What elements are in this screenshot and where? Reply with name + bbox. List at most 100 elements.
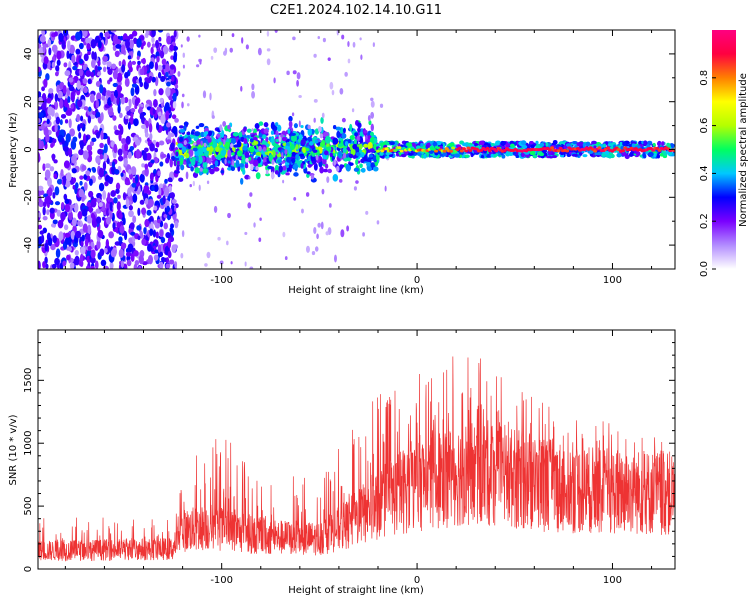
spectrogram-cell: [119, 112, 123, 118]
spectrogram-cell: [97, 148, 104, 155]
spectrogram-cell: [320, 141, 325, 148]
spectrogram-cell: [110, 30, 117, 33]
spectrogram-cell: [509, 143, 515, 148]
spectrogram-cell: [267, 165, 273, 170]
spectrogram-cell: [295, 153, 299, 160]
spectrogram-cell: [205, 156, 210, 164]
spectrogram-cell: [332, 174, 339, 182]
spectrogram-cell: [173, 30, 177, 38]
spectrogram-cell: [321, 188, 325, 195]
spectrogram-cell: [131, 182, 137, 188]
spectrogram-cell: [43, 78, 48, 88]
spectrogram-cell: [95, 155, 101, 164]
spectrogram-cell: [244, 261, 247, 267]
spectrogram-cell: [119, 125, 124, 135]
spectrogram-cell: [327, 57, 331, 62]
spectrogram-cell: [275, 130, 279, 136]
spectrogram-cell: [289, 143, 295, 151]
snr-y-ticks: 0 500 1000 1500: [23, 329, 675, 572]
spectrogram-cell: [188, 163, 192, 168]
spectrogram-cell: [642, 153, 647, 159]
spectrogram-cell: [150, 46, 154, 55]
spectrogram-cell: [188, 149, 194, 157]
snr-x-ticks: -100 0 100: [64, 330, 653, 586]
spectrogram-cell: [126, 110, 132, 116]
spectrogram-cell: [423, 153, 427, 159]
spectrogram-cell: [42, 206, 46, 216]
spectrogram-cell: [192, 172, 199, 179]
spectrogram-cell: [126, 259, 132, 267]
spectrogram-cell: [54, 257, 60, 266]
spectrogram-cell: [353, 167, 360, 172]
spectrogram-cell: [178, 136, 184, 143]
spectrogram-cell: [389, 141, 395, 146]
spectrogram-cell: [69, 128, 76, 137]
spectrogram-cell: [327, 168, 333, 174]
spectrogram-cell: [362, 232, 365, 237]
spectrogram-cell: [167, 239, 172, 248]
spectrogram-cell: [652, 142, 656, 147]
spectrogram-cell: [235, 154, 238, 161]
spectrogram-cell: [230, 166, 236, 172]
spectrogram-cell: [145, 99, 152, 105]
spectrogram-cell: [582, 142, 586, 148]
spectrogram-cell: [57, 219, 64, 229]
spectrogram-cell: [38, 139, 42, 149]
spectrogram-cell: [461, 147, 466, 151]
spectrogram-cell: [82, 223, 88, 233]
spectrogram-cell: [206, 251, 211, 259]
spectrogram-cell: [128, 210, 134, 218]
y-tick-label: 1500: [23, 368, 34, 393]
spectrogram-cell: [138, 76, 142, 84]
spectrogram-cell: [291, 158, 296, 164]
spectrogram-cell: [107, 136, 111, 146]
spectrogram-cell: [81, 164, 87, 171]
spectrogram-cell: [82, 78, 88, 85]
spectrogram-cell: [331, 89, 335, 96]
spectrogram-cell: [86, 43, 91, 50]
spectrogram-cell: [117, 155, 124, 162]
spectrogram-cell: [365, 210, 369, 215]
spectrogram-cell: [180, 252, 184, 259]
spectrogram-cell: [175, 151, 179, 157]
spectrogram-cell: [122, 217, 126, 226]
spectrogram-cell: [124, 114, 129, 120]
spectrogram-cell: [87, 245, 92, 252]
spectrogram-cell: [149, 228, 154, 236]
spectrogram-cell: [232, 131, 239, 137]
spectrogram-cell: [132, 177, 136, 185]
spectrogram-cell: [65, 172, 72, 182]
spectrogram-cell: [576, 142, 582, 147]
spectrogram-cell: [314, 139, 319, 144]
x-tick-label: 0: [414, 275, 420, 286]
spectrogram-cell: [180, 164, 185, 171]
spectrogram-cell: [109, 261, 114, 269]
spectrogram-cell: [102, 216, 106, 221]
snr-panel: -100 0 100 0 500 1000 1500 Height of straight…: [8, 329, 676, 596]
spectrogram-cell: [558, 146, 563, 150]
spectrogram-y-ticks: -40 -20 0 20 40: [23, 29, 675, 270]
spectrogram-cell: [171, 75, 175, 82]
spectrogram-cell: [38, 106, 42, 111]
spectrogram-cell: [647, 140, 653, 145]
spectrogram-cell: [171, 199, 177, 204]
spectrogram-cell: [178, 177, 184, 182]
spectrogram-cell: [322, 168, 329, 173]
colorbar-tick-label: 0.8: [699, 70, 710, 86]
spectrogram-cell: [92, 167, 97, 173]
spectrogram-cell: [114, 169, 120, 175]
spectrogram-cell: [79, 122, 84, 129]
spectrogram-cell: [177, 143, 184, 148]
spectrogram-cell: [288, 120, 293, 128]
spectrogram-cell: [317, 35, 321, 40]
spectrogram-cell: [54, 186, 60, 196]
spectrogram-cell: [209, 165, 215, 169]
spectrogram-cell: [372, 42, 375, 47]
spectrogram-cell: [134, 139, 141, 146]
spectrogram-cell: [151, 76, 156, 83]
spectrogram-cell: [512, 151, 516, 155]
spectrogram-cell: [111, 161, 116, 168]
spectrogram-cell: [97, 60, 101, 67]
spectrogram-cell: [490, 153, 494, 158]
spectrogram-cell: [71, 54, 76, 64]
